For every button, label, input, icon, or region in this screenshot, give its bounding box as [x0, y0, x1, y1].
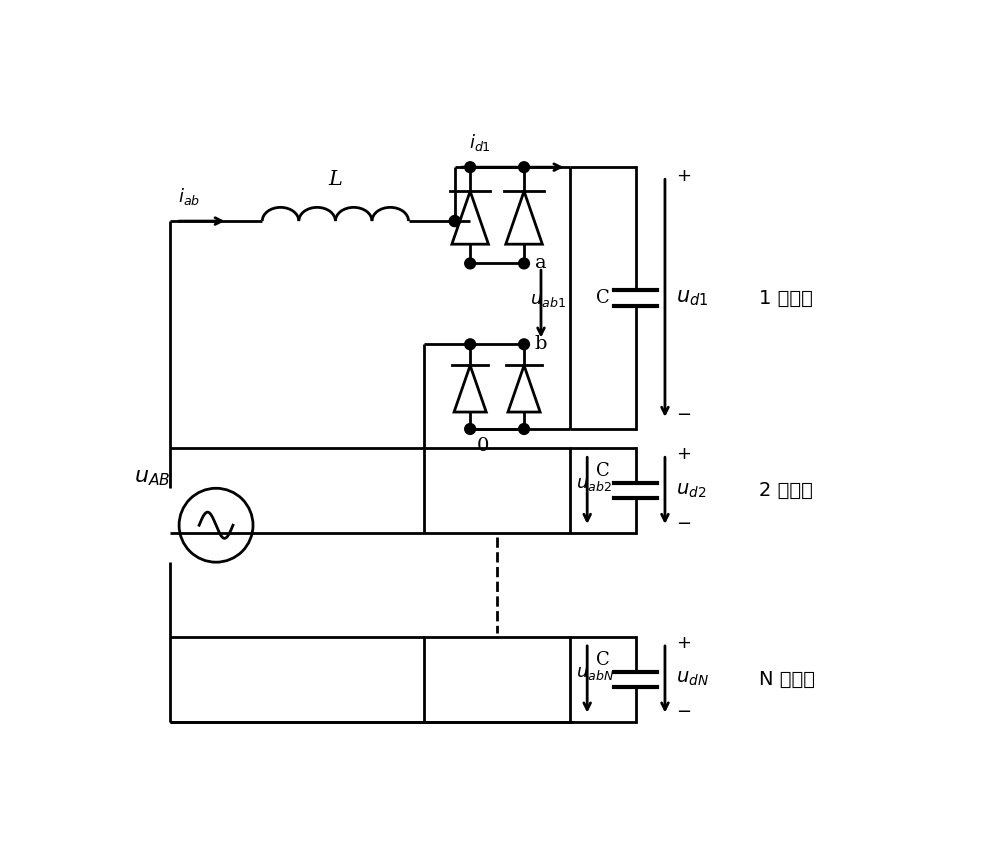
Text: +: +: [676, 446, 691, 463]
Text: $i_{d1}$: $i_{d1}$: [469, 133, 490, 153]
Text: C: C: [596, 462, 610, 480]
Circle shape: [519, 162, 529, 173]
Circle shape: [519, 424, 529, 434]
Text: +: +: [676, 634, 691, 652]
Circle shape: [465, 258, 476, 269]
Text: C: C: [596, 651, 610, 669]
Text: N 号模块: N 号模块: [759, 669, 815, 688]
Text: L: L: [328, 170, 342, 189]
Circle shape: [465, 424, 476, 434]
Text: +: +: [676, 167, 691, 186]
Text: $\mathit{u}_{AB}$: $\mathit{u}_{AB}$: [134, 466, 170, 488]
Circle shape: [449, 216, 460, 226]
Circle shape: [449, 216, 460, 226]
Text: $\mathit{u}_{d1}$: $\mathit{u}_{d1}$: [676, 289, 708, 308]
Circle shape: [465, 162, 476, 173]
Text: $\mathit{u}_{abN}$: $\mathit{u}_{abN}$: [576, 664, 615, 682]
Text: $i_{ab}$: $i_{ab}$: [178, 186, 200, 207]
Text: $\mathit{u}_{ab1}$: $\mathit{u}_{ab1}$: [530, 291, 566, 309]
Text: $\mathit{u}_{dN}$: $\mathit{u}_{dN}$: [676, 670, 709, 688]
Text: 1 号模块: 1 号模块: [759, 289, 813, 308]
Text: 0: 0: [476, 437, 489, 455]
Circle shape: [519, 339, 529, 349]
Text: $\mathit{u}_{ab2}$: $\mathit{u}_{ab2}$: [576, 475, 612, 493]
Text: $\mathit{u}_{d2}$: $\mathit{u}_{d2}$: [676, 481, 706, 499]
Text: a: a: [535, 254, 546, 272]
Circle shape: [519, 258, 529, 269]
Text: b: b: [535, 336, 547, 353]
Text: −: −: [676, 703, 691, 721]
Circle shape: [465, 339, 476, 349]
Bar: [424, 637, 570, 721]
Text: −: −: [676, 406, 691, 424]
Text: C: C: [596, 289, 610, 307]
Text: 2 号模块: 2 号模块: [759, 481, 813, 500]
Text: −: −: [676, 515, 691, 532]
Bar: [424, 448, 570, 533]
